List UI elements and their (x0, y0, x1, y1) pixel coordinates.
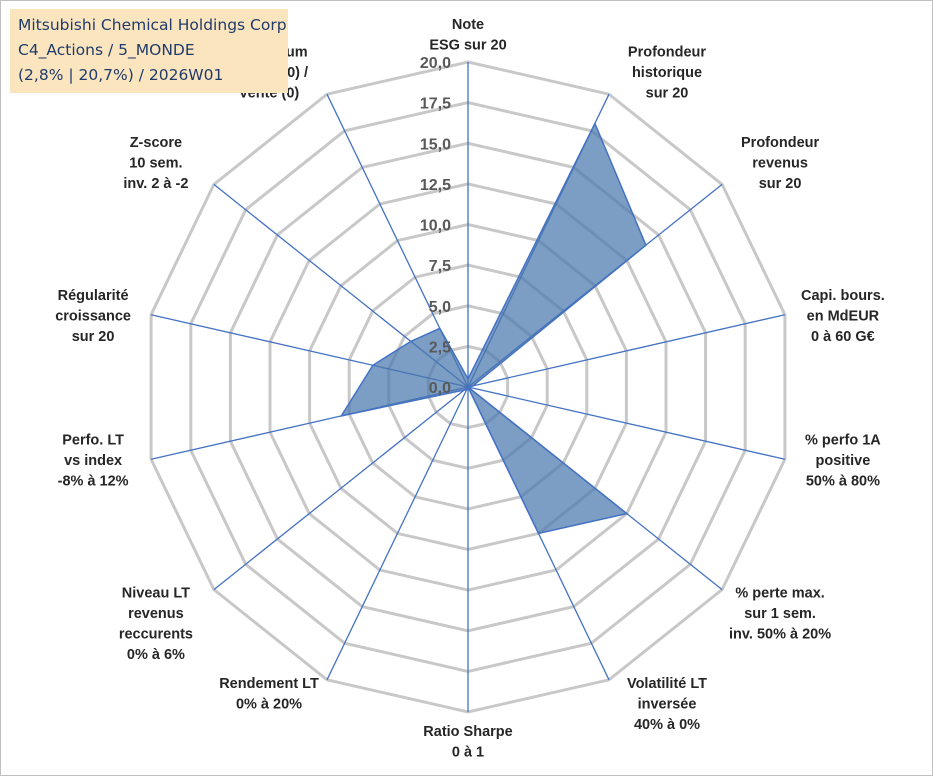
axis-label-6: Volatilité LT inversée 40% à 0% (627, 676, 707, 733)
tick-label-3: 7,5 (429, 258, 451, 275)
axis-label-0-line-1: ESG sur 20 (429, 38, 506, 54)
axis-label-12-line-0: Z-score (130, 135, 182, 151)
axis-label-1-line-0: Profondeur (628, 45, 706, 61)
axis-label-6-line-2: 40% à 0% (634, 717, 700, 733)
axis-label-9-line-1: revenus (128, 606, 184, 622)
axis-label-1: Profondeur historique sur 20 (628, 45, 706, 102)
axis-label-8-line-1: 0% à 20% (236, 696, 302, 712)
axis-label-5-line-2: inv. 50% à 20% (729, 627, 831, 643)
axis-label-10: Perfo. LT vs index -8% à 12% (58, 433, 129, 490)
axis-label-3-line-0: Capi. bours. (801, 288, 885, 304)
axis-label-1-line-1: historique (632, 65, 702, 81)
axis-label-6-line-0: Volatilité LT (627, 676, 707, 692)
axis-spoke-4 (467, 386, 786, 460)
axis-label-2-line-2: sur 20 (759, 176, 802, 192)
axis-label-8: Rendement LT 0% à 20% (219, 676, 319, 713)
axis-label-7-line-0: Ratio Sharpe (423, 724, 512, 740)
tick-label-1: 2,5 (429, 339, 451, 356)
axis-label-9-line-0: Niveau LT (122, 586, 190, 602)
tick-label-8: 20,0 (420, 55, 451, 72)
axis-label-10-line-2: -8% à 12% (58, 474, 129, 490)
axis-label-10-line-0: Perfo. LT (62, 433, 124, 449)
axis-label-3-line-1: en MdEUR (807, 308, 880, 324)
series-area (339, 121, 647, 535)
tick-label-2: 5,0 (429, 299, 451, 316)
axis-label-8-line-0: Rendement LT (219, 676, 319, 692)
axis-label-3: Capi. bours. en MdEUR 0 à 60 G€ (801, 288, 885, 345)
axis-label-0-line-0: Note (452, 17, 484, 33)
axis-label-10-line-1: vs index (64, 453, 122, 469)
axis-spoke-9 (213, 386, 469, 591)
axis-label-2-line-0: Profondeur (741, 135, 819, 151)
tick-label-6: 15,0 (420, 136, 451, 153)
tick-labels: 0,0 2,5 5,0 7,5 10,0 12,5 15,0 17,5 20,0 (420, 55, 451, 397)
chart-title-line-3: (2,8% | 20,7%) / 2026W01 (18, 66, 224, 84)
axis-label-7: Ratio Sharpe 0 à 1 (423, 724, 512, 761)
axis-label-4-line-1: positive (816, 453, 871, 469)
tick-label-0: 0,0 (429, 380, 451, 397)
axis-label-11-line-0: Régularité (58, 288, 129, 304)
axis-label-1-line-2: sur 20 (646, 86, 689, 102)
axis-label-12-line-1: 10 sem. (129, 155, 182, 171)
axis-label-11-line-2: sur 20 (72, 329, 115, 345)
axis-label-5-line-0: % perte max. (735, 586, 824, 602)
axis-label-6-line-1: inversée (638, 696, 697, 712)
chart-title-line-2: C4_Actions / 5_MONDE (18, 41, 195, 59)
axis-label-12-line-2: inv. 2 à -2 (123, 176, 188, 192)
axis-labels: Note ESG sur 20 Profondeur historique sur 20… (55, 17, 885, 761)
axis-label-4-line-0: % perfo 1A (805, 433, 881, 449)
chart-title-box: Mitsubishi Chemical Holdings Corp C4_Act… (10, 9, 288, 93)
tick-label-5: 12,5 (420, 177, 451, 194)
axis-label-5: % perte max. sur 1 sem. inv. 50% à 20% (729, 586, 831, 643)
axis-label-9: Niveau LT revenus reccurents 0% à 6% (119, 586, 193, 664)
axis-label-2-line-1: revenus (752, 155, 808, 171)
tick-label-4: 10,0 (420, 218, 451, 235)
series-polygon (339, 121, 647, 535)
axis-label-9-line-3: 0% à 6% (127, 647, 185, 663)
axis-label-11: Régularité croissance sur 20 (55, 288, 131, 345)
tick-label-7: 17,5 (420, 96, 451, 113)
axis-label-9-line-2: reccurents (119, 627, 193, 643)
axis-label-0: Note ESG sur 20 (429, 17, 506, 54)
axis-label-2: Profondeur revenus sur 20 (741, 135, 819, 192)
axis-label-11-line-1: croissance (55, 308, 131, 324)
axis-spoke-3 (467, 314, 786, 388)
axis-spoke-8 (326, 386, 469, 681)
axis-label-7-line-1: 0 à 1 (452, 745, 484, 761)
axis-label-5-line-1: sur 1 sem. (744, 606, 816, 622)
axis-label-4-line-2: 50% à 80% (806, 474, 880, 490)
axis-label-3-line-2: 0 à 60 G€ (811, 329, 875, 345)
axis-label-12: Z-score 10 sem. inv. 2 à -2 (123, 135, 188, 192)
axis-label-4: % perfo 1A positive 50% à 80% (805, 433, 881, 490)
chart-title-line-1: Mitsubishi Chemical Holdings Corp (18, 16, 287, 34)
